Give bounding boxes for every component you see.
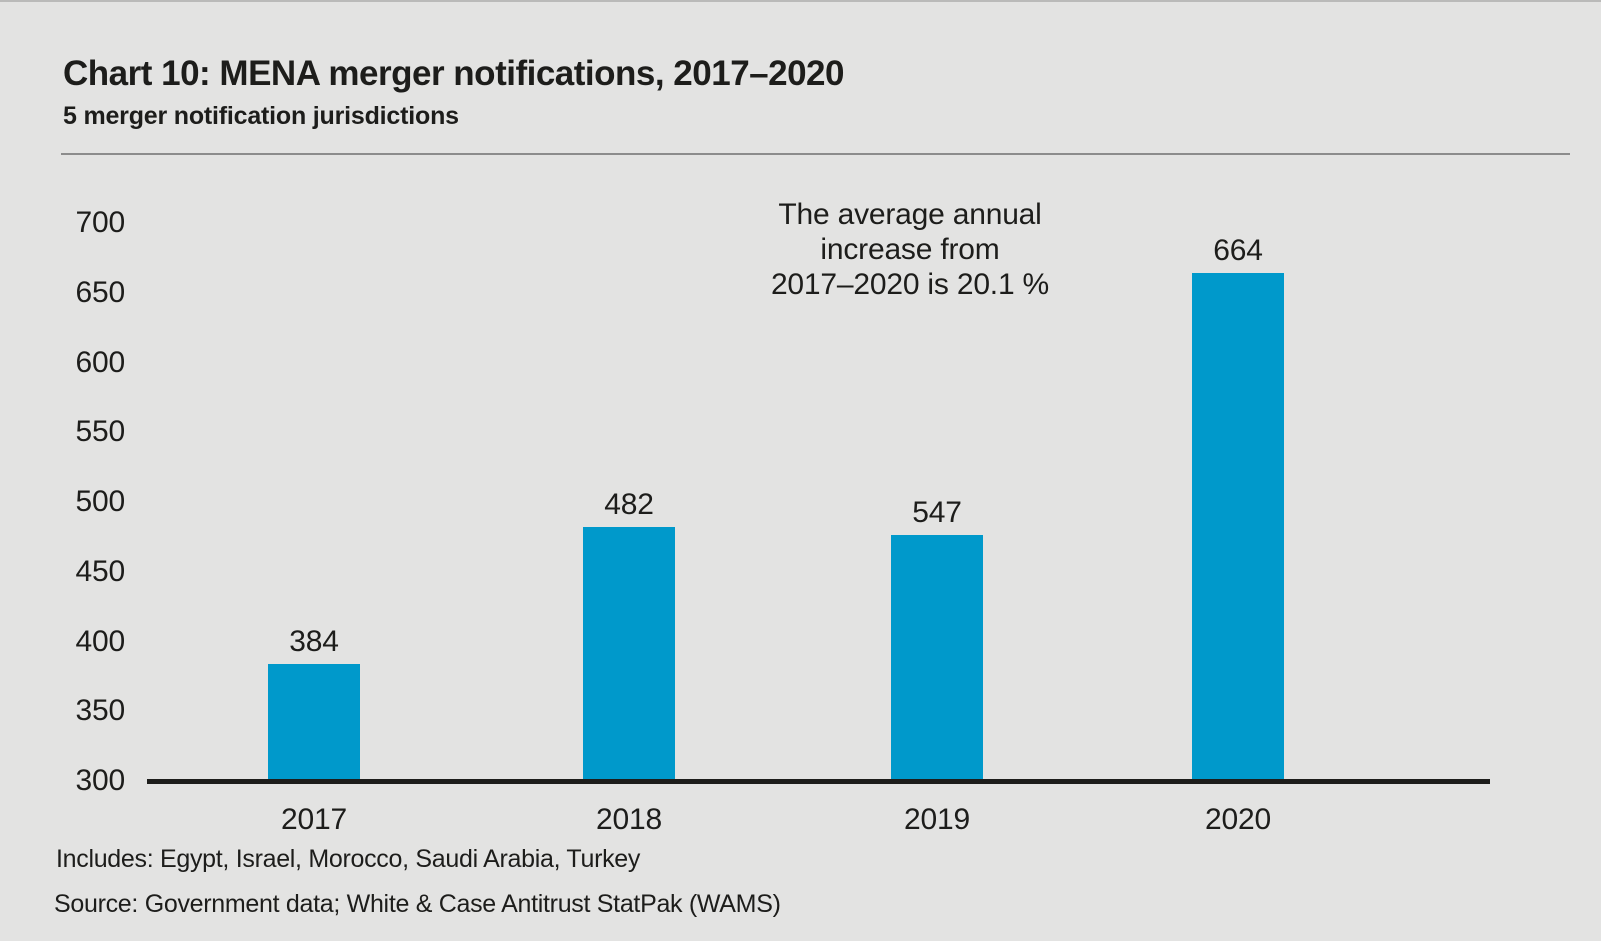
annotation-line-2: increase from (820, 233, 1000, 266)
includes-note: Includes: Egypt, Israel, Morocco, Saudi … (56, 845, 641, 873)
bar-2019 (891, 535, 983, 784)
bar-2018 (583, 527, 675, 784)
y-tick-label: 550 (75, 415, 126, 448)
y-tick-label: 700 (75, 206, 126, 239)
y-tick-label: 450 (75, 555, 126, 588)
top-edge-line (0, 0, 1601, 2)
bar-value-label: 482 (604, 488, 654, 521)
x-axis-line (147, 779, 1490, 784)
y-tick-label: 600 (75, 346, 126, 379)
y-tick-label: 300 (75, 764, 126, 797)
bar-value-label: 664 (1213, 234, 1263, 267)
y-tick-label: 500 (75, 485, 126, 518)
annotation-line-3: 2017–2020 is 20.1 % (770, 268, 1050, 301)
y-axis: 700 650 600 550 500 450 400 350 300 (0, 0, 126, 941)
bar-2020 (1192, 273, 1284, 784)
x-tick-label: 2017 (281, 803, 347, 836)
x-tick-label: 2020 (1205, 803, 1271, 836)
y-tick-label: 650 (75, 276, 126, 309)
x-tick-label: 2019 (904, 803, 970, 836)
bar-2017 (268, 664, 360, 784)
bar-value-label: 547 (912, 496, 962, 529)
annotation: The average annual increase from 2017–20… (660, 197, 1160, 302)
chart-title: Chart 10: MENA merger notifications, 201… (63, 54, 845, 93)
annotation-line-1: The average annual (778, 198, 1042, 231)
y-tick-label: 400 (75, 625, 126, 658)
x-tick-label: 2018 (596, 803, 662, 836)
bar-value-label: 384 (289, 625, 339, 658)
header-divider (61, 153, 1570, 155)
chart-subtitle: 5 merger notification jurisdictions (63, 102, 459, 130)
y-tick-label: 350 (75, 694, 126, 727)
source-note: Source: Government data; White & Case An… (54, 890, 781, 918)
